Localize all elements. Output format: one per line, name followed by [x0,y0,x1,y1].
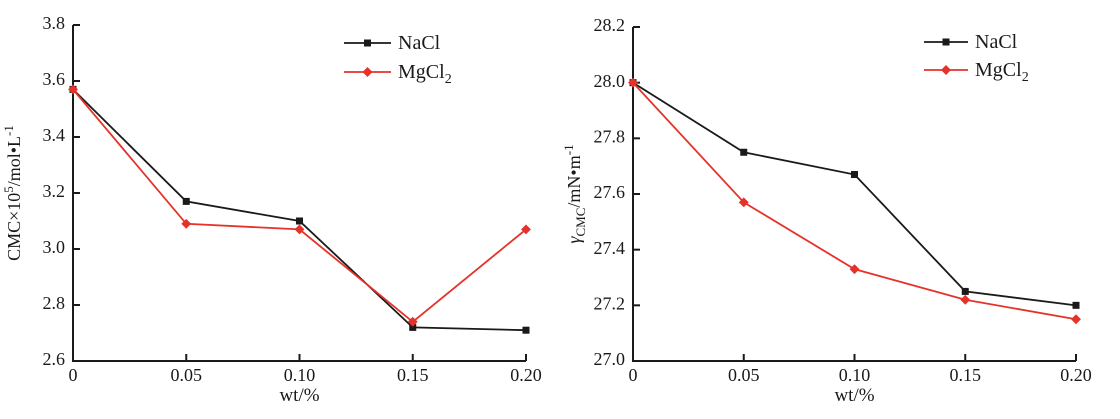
cmc-vs-wt-chart: 2.6 2.8 3.0 3.2 3.4 3.6 3.8 0 0.05 0.10 0.15 0.20 wt… [1,13,542,406]
x-tick-label: 0.05 [171,365,203,385]
x-tick-label: 0.10 [839,365,871,385]
series-marker-mgcl2 [849,264,860,275]
x-axis-title: wt/% [834,385,874,406]
y-tick-label: 3.0 [43,237,66,257]
y-tick-label: 28.2 [594,15,626,35]
series-marker-mgcl2 [1071,314,1081,325]
series-marker-mgcl2 [521,224,531,235]
x-tick-label: 0 [69,365,78,385]
series-line-mgcl2 [632,82,1077,321]
series-marker-nacl [182,197,190,205]
legend-marker-nacl [942,38,950,46]
x-tick-label: 0.05 [728,365,760,385]
series-marker-mgcl2 [628,77,638,88]
series-marker-nacl [1072,301,1080,309]
series-marker-mgcl2 [407,316,418,327]
series-marker-nacl [740,148,748,156]
legend-marker-mgcl2 [362,67,373,77]
series-marker-nacl [296,217,303,225]
series-marker-mgcl2 [181,218,192,229]
series-marker-mgcl2 [294,224,305,235]
y-axis-title: CMC×105/mol•L-1 [1,125,24,261]
legend-marker-mgcl2 [941,65,951,75]
y-tick-label: 27.2 [594,293,626,313]
series-line-mgcl2 [72,88,527,323]
y-tick-label: 3.2 [43,181,66,201]
y-tick-label: 27.8 [594,126,626,146]
y-tick-label: 28.0 [594,71,626,91]
y-tick-label: 2.8 [43,293,66,313]
y-tick-label: 27.6 [594,182,626,202]
gamma-cmc-vs-wt-panel: 27.0 27.2 27.4 27.6 27.8 28.0 28.2 0 0.05 0.10 0.1… [560,0,1120,419]
x-axis-title: wt/% [279,385,319,406]
x-tick-label: 0 [629,365,638,385]
series-marker-mgcl2 [738,197,749,208]
y-axis-title: γCMC/mN•m-1 [561,144,588,243]
x-tick-label: 0.20 [510,365,542,385]
y-tick-label: 27.4 [594,238,626,258]
y-tick-label: 3.8 [43,13,66,33]
x-tick-label: 0.10 [284,365,316,385]
series-line-nacl [72,88,527,332]
series-marker-mgcl2 [68,84,78,95]
series-marker-nacl [409,323,417,331]
y-tick-label: 2.6 [43,349,66,369]
x-tick-label: 0.20 [1060,365,1092,385]
y-tick-label: 3.4 [43,125,66,145]
series-marker-nacl [851,171,858,179]
series-marker-nacl [961,287,969,295]
series-marker-mgcl2 [960,294,971,305]
y-tick-label: 27.0 [594,349,626,369]
series-marker-nacl [522,326,530,334]
legend-label-mgcl2: MgCl2 [398,61,452,87]
gamma-cmc-vs-wt-chart: 27.0 27.2 27.4 27.6 27.8 28.0 28.2 0 0.05 0.10 0.1… [561,15,1092,406]
legend-marker-nacl [364,39,371,47]
x-tick-label: 0.15 [397,365,429,385]
y-tick-label: 3.6 [43,69,66,89]
legend-label-nacl: NaCl [975,31,1018,53]
cmc-vs-wt-panel: 2.6 2.8 3.0 3.2 3.4 3.6 3.8 0 0.05 0.10 0.15 0.20 wt… [1,13,542,406]
legend-label-nacl: NaCl [398,32,441,54]
x-tick-label: 0.15 [950,365,982,385]
legend-label-mgcl2: MgCl2 [975,59,1029,85]
